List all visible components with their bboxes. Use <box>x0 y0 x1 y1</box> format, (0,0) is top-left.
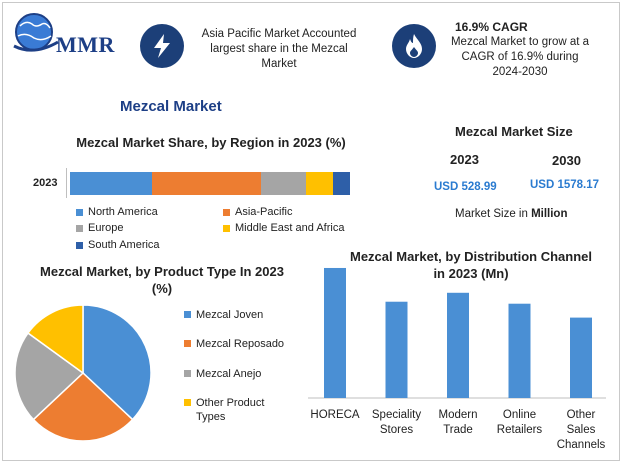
legend-asia-pacific: Asia-Pacific <box>223 206 292 218</box>
product-pie-chart <box>14 304 152 442</box>
distribution-category-label: Speciality Stores <box>372 409 421 436</box>
distribution-bar-other-sales-channels <box>570 317 592 398</box>
legend-swatch <box>184 399 191 406</box>
region-bar-segment-north-america <box>70 172 152 195</box>
highlight-cagr-title: 16.9% CAGR <box>455 20 528 34</box>
distribution-category-label: Online Retailers <box>497 409 543 436</box>
distribution-bar-chart: HORECA Speciality Stores Modern Trade Online R… <box>308 267 606 451</box>
pie-slice-other-product-types <box>26 304 84 375</box>
market-size-value1: USD 528.99 <box>434 181 497 193</box>
pie-slice-mezcal-anejo <box>14 331 85 421</box>
pie-slice-mezcal-reposado <box>32 371 134 442</box>
distribution-category-label: HORECA <box>310 409 360 421</box>
distribution-bar-speciality-stores <box>385 301 408 398</box>
flame-icon <box>392 24 436 68</box>
pie-legend-joven: Mezcal Joven <box>184 308 263 322</box>
globe-icon <box>13 13 59 52</box>
region-chart-ylabel: 2023 <box>33 177 58 189</box>
distribution-bar-modern-trade <box>447 292 469 398</box>
distribution-chart-title: Mezcal Market, by Distribution Channel i… <box>350 249 592 281</box>
page-title: Mezcal Market <box>120 98 222 115</box>
region-bar-segment-south-america <box>332 172 350 195</box>
market-size-year2: 2030 <box>552 153 581 168</box>
pie-legend-reposado: Mezcal Reposado <box>184 337 284 351</box>
region-chart-title: Mezcal Market Share, by Region in 2023 (… <box>76 135 346 150</box>
distribution-category-label: Modern Trade <box>439 409 478 436</box>
legend-swatch <box>76 224 83 232</box>
legend-swatch <box>223 224 230 232</box>
legend-south-america: South America <box>76 239 160 251</box>
highlight-cagr-text: Mezcal Market to grow at a CAGR of 16.9%… <box>450 36 590 78</box>
legend-swatch <box>223 208 230 216</box>
market-size-unit: Market Size in Million <box>455 208 568 220</box>
lightning-icon <box>140 24 184 68</box>
legend-mea: Middle East and Africa <box>223 222 344 234</box>
distribution-category-label: Other Sales Channels <box>557 409 606 451</box>
market-size-value2: USD 1578.17 <box>530 179 600 191</box>
region-bar-segment-europe <box>261 172 306 195</box>
highlight-apac-text: Asia Pacific Market Accounted largest sh… <box>201 28 357 70</box>
legend-north-america: North America <box>76 206 158 218</box>
pie-slice-mezcal-joven <box>82 304 152 421</box>
legend-swatch <box>184 311 191 318</box>
region-bar-segment-middle-east-and-africa <box>305 172 333 195</box>
market-size-title: Mezcal Market Size <box>455 124 573 139</box>
region-bar-segment-asia-pacific <box>151 172 262 195</box>
product-chart-title: Mezcal Market, by Product Type In 2023 (… <box>40 264 284 296</box>
region-axis-line <box>66 168 67 198</box>
legend-swatch <box>184 340 191 347</box>
distribution-bar-horeca <box>324 267 346 398</box>
market-size-year1: 2023 <box>450 152 479 167</box>
logo-text: MMR <box>56 32 115 57</box>
legend-swatch <box>76 241 83 249</box>
infographic-frame <box>2 2 620 461</box>
pie-legend-anejo: Mezcal Anejo <box>184 367 261 381</box>
distribution-bar-online-retailers <box>508 303 531 398</box>
legend-europe: Europe <box>76 222 123 234</box>
mmr-logo: MMR <box>12 12 127 62</box>
legend-swatch <box>76 208 83 216</box>
legend-swatch <box>184 370 191 377</box>
pie-legend-other: Other Product Types <box>184 396 294 424</box>
region-stacked-bar <box>70 172 350 195</box>
